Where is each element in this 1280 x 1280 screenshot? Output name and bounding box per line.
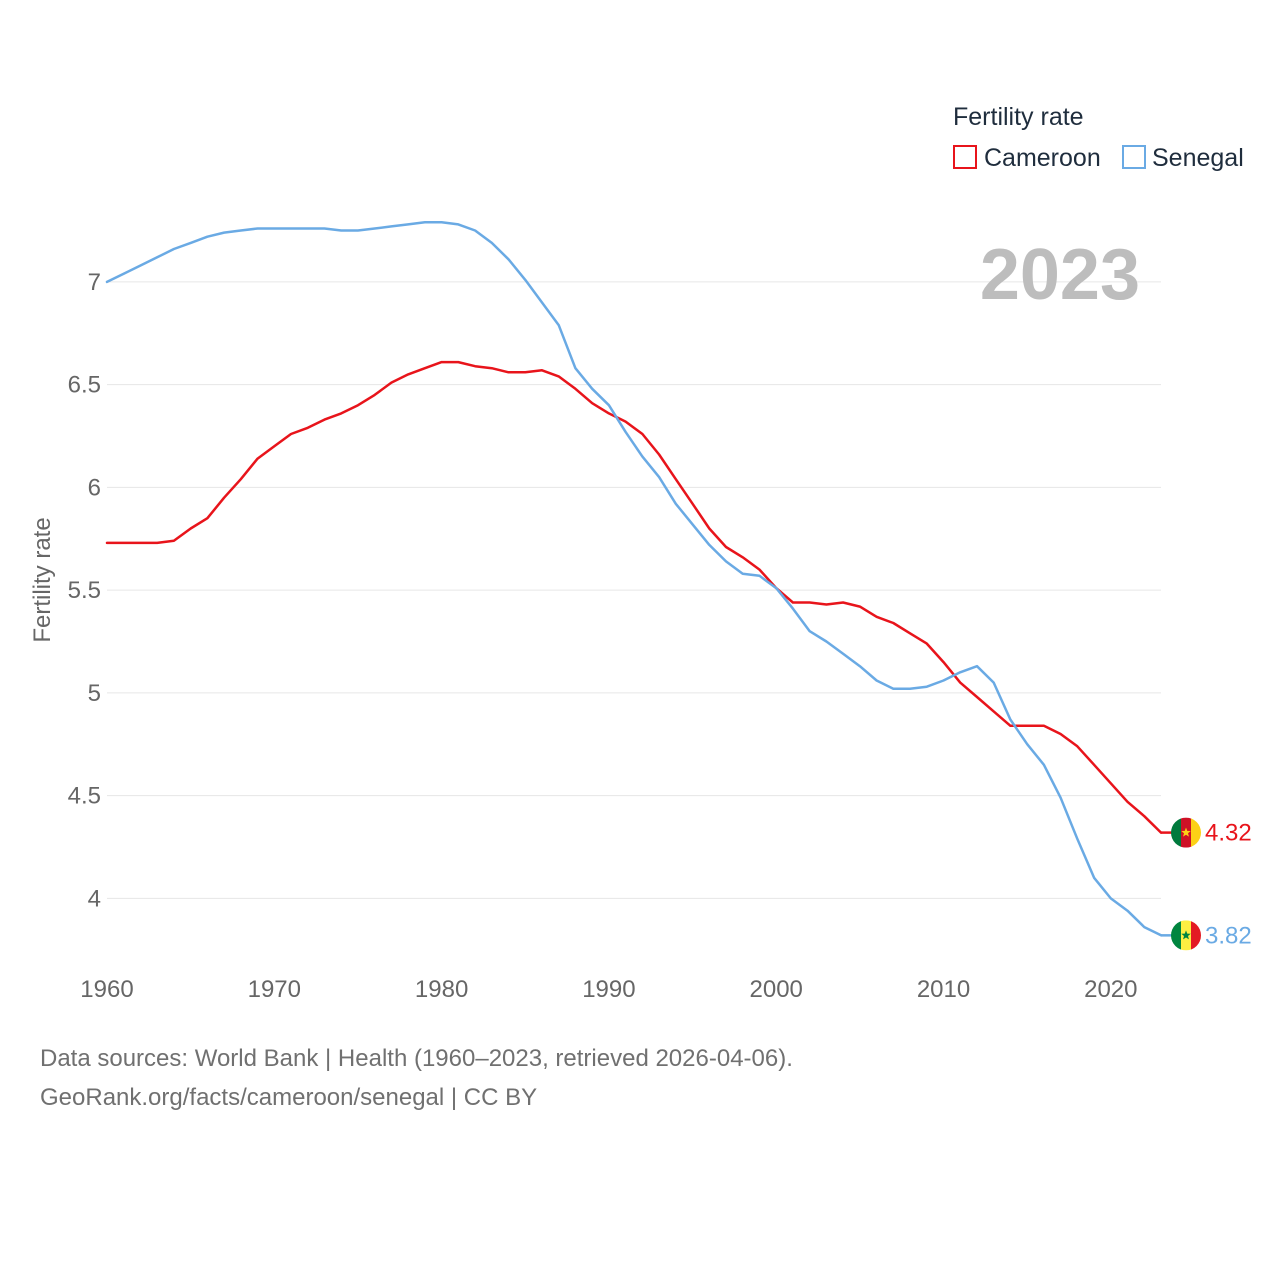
x-tick-label: 1960 (80, 976, 133, 1003)
x-tick-label: 1970 (248, 976, 301, 1003)
y-axis-title: Fertility rate (29, 517, 56, 642)
legend-swatch-senegal[interactable] (1122, 145, 1146, 169)
y-axis-ticks: 4 4.5 5 5.5 6 6.5 7 (68, 269, 101, 912)
x-tick-label: 2010 (917, 976, 970, 1003)
x-axis-ticks: 1960 1970 1980 1990 2000 2010 2020 (80, 976, 1137, 1003)
y-tick-label: 6 (88, 474, 101, 501)
y-tick-label: 5 (88, 680, 101, 707)
y-tick-label: 5.5 (68, 577, 101, 604)
y-tick-label: 7 (88, 269, 101, 296)
x-tick-label: 2000 (750, 976, 803, 1003)
legend-label-cameroon[interactable]: Cameroon (984, 144, 1101, 172)
cameroon-flag-icon (1171, 817, 1201, 848)
x-tick-label: 1980 (415, 976, 468, 1003)
y-tick-label: 4 (88, 885, 101, 912)
series-line-senegal[interactable] (105, 221, 1163, 937)
series-lines (105, 221, 1172, 937)
legend-title: Fertility rate (953, 103, 1084, 131)
series-end-labels: 4.32 3.82 (1171, 817, 1252, 951)
footer-credit[interactable]: GeoRank.org/facts/cameroon/senegal | CC … (40, 1084, 538, 1111)
legend: Fertility rate Cameroon Senegal (953, 103, 1244, 172)
y-tick-label: 4.5 (68, 783, 101, 810)
footer-sources: Data sources: World Bank | Health (1960–… (40, 1045, 793, 1072)
senegal-flag-icon (1171, 920, 1201, 951)
grid-lines (107, 281, 1161, 899)
legend-label-senegal[interactable]: Senegal (1152, 144, 1244, 172)
series-line-cameroon[interactable] (105, 360, 1163, 834)
x-tick-label: 1990 (582, 976, 635, 1003)
end-value-senegal: 3.82 (1205, 922, 1252, 949)
legend-swatch-cameroon[interactable] (953, 145, 977, 169)
y-tick-label: 6.5 (68, 372, 101, 399)
end-value-cameroon: 4.32 (1205, 820, 1252, 847)
x-tick-label: 2020 (1084, 976, 1137, 1003)
year-overlay: 2023 (980, 235, 1140, 315)
